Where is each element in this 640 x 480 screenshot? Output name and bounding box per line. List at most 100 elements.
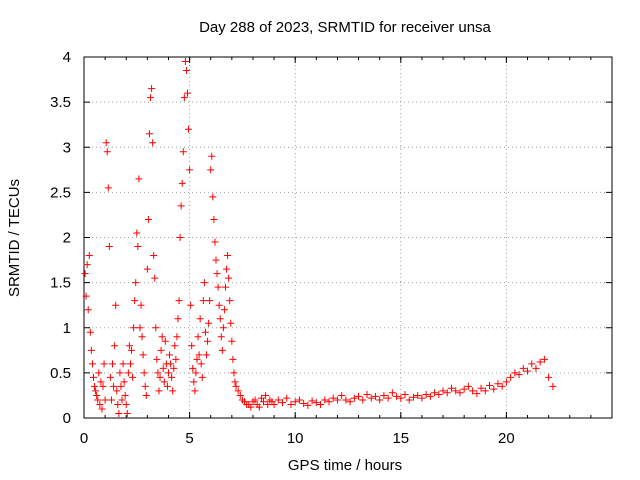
data-point	[338, 391, 346, 399]
data-point	[371, 392, 379, 400]
data-point	[88, 360, 96, 368]
data-point	[384, 394, 392, 402]
x-axis-label: GPS time / hours	[288, 457, 402, 474]
data-point	[111, 342, 119, 350]
x-tick-label: 10	[287, 430, 304, 447]
x-tick-label: 0	[80, 430, 88, 447]
data-point	[211, 238, 219, 246]
data-point	[393, 392, 401, 400]
data-point	[109, 360, 117, 368]
data-point	[251, 396, 259, 404]
data-point	[96, 400, 104, 408]
data-point	[220, 306, 228, 314]
data-point	[156, 373, 164, 381]
data-point	[304, 401, 312, 409]
y-tick-labels: 0 0.5 1 1.5 2 2.5 3 3.5 4	[50, 49, 71, 427]
data-point	[236, 391, 244, 399]
data-point	[507, 373, 515, 381]
data-point	[84, 306, 92, 314]
data-point	[98, 405, 106, 413]
data-points	[81, 58, 557, 417]
data-point	[179, 148, 187, 156]
data-point	[519, 364, 527, 372]
y-axis-label: SRMTID / TECUs	[6, 179, 23, 297]
data-point	[119, 360, 127, 368]
data-point	[132, 279, 140, 287]
y-tick-label: 4	[63, 49, 71, 66]
data-point	[274, 396, 282, 404]
data-point	[363, 391, 371, 399]
data-point	[308, 397, 316, 405]
data-point	[452, 387, 460, 395]
data-point	[144, 215, 152, 223]
data-point	[97, 378, 105, 386]
data-point	[279, 399, 287, 407]
data-point	[213, 270, 221, 278]
data-point	[107, 396, 115, 404]
data-point	[143, 265, 151, 273]
data-point	[81, 270, 89, 278]
data-point	[153, 355, 161, 363]
data-point	[219, 324, 227, 332]
data-point	[247, 403, 255, 411]
data-point	[232, 382, 240, 390]
data-point	[101, 396, 109, 404]
data-point	[95, 369, 103, 377]
data-point	[169, 387, 177, 395]
data-point	[128, 346, 136, 354]
data-point	[260, 398, 268, 406]
data-point	[201, 328, 209, 336]
data-point	[135, 175, 143, 183]
data-point	[174, 315, 182, 323]
data-point	[206, 297, 214, 305]
data-point	[121, 391, 129, 399]
data-point	[431, 389, 439, 397]
data-point	[502, 378, 510, 386]
x-tick-label: 5	[185, 430, 193, 447]
data-point	[532, 364, 540, 372]
data-point	[321, 396, 329, 404]
data-point	[139, 351, 147, 359]
data-point	[270, 400, 278, 408]
data-point	[161, 337, 169, 345]
data-point	[87, 346, 95, 354]
data-point	[104, 184, 112, 192]
data-point	[196, 315, 204, 323]
data-point	[105, 243, 113, 251]
data-point	[401, 391, 409, 399]
data-point	[106, 373, 114, 381]
data-point	[216, 315, 224, 323]
data-point	[178, 179, 186, 187]
data-point	[409, 393, 417, 401]
data-point	[469, 387, 477, 395]
data-point	[209, 193, 217, 201]
data-point	[125, 342, 133, 350]
data-point	[150, 252, 158, 260]
x-tick-label: 15	[392, 430, 409, 447]
data-point	[329, 394, 337, 402]
data-point	[355, 392, 363, 400]
y-tick-label: 0	[63, 410, 71, 427]
data-point	[82, 292, 90, 300]
data-point	[460, 385, 468, 393]
data-point	[486, 382, 494, 390]
data-point	[218, 346, 226, 354]
data-point	[134, 243, 142, 251]
data-point	[494, 380, 502, 388]
data-point	[138, 333, 146, 341]
data-point	[170, 364, 178, 372]
y-tick-label: 1	[63, 320, 71, 337]
data-point	[346, 398, 354, 406]
axis-ticks	[83, 56, 613, 419]
data-point	[180, 94, 188, 102]
data-point	[291, 398, 299, 406]
data-point	[473, 390, 481, 398]
x-tick-labels: 0 5 10 15 20	[80, 430, 515, 447]
data-point	[164, 369, 172, 377]
data-point	[102, 139, 110, 147]
data-point	[264, 400, 272, 408]
data-point	[163, 382, 171, 390]
data-point	[148, 85, 156, 93]
data-point	[283, 394, 291, 402]
data-point	[359, 396, 367, 404]
